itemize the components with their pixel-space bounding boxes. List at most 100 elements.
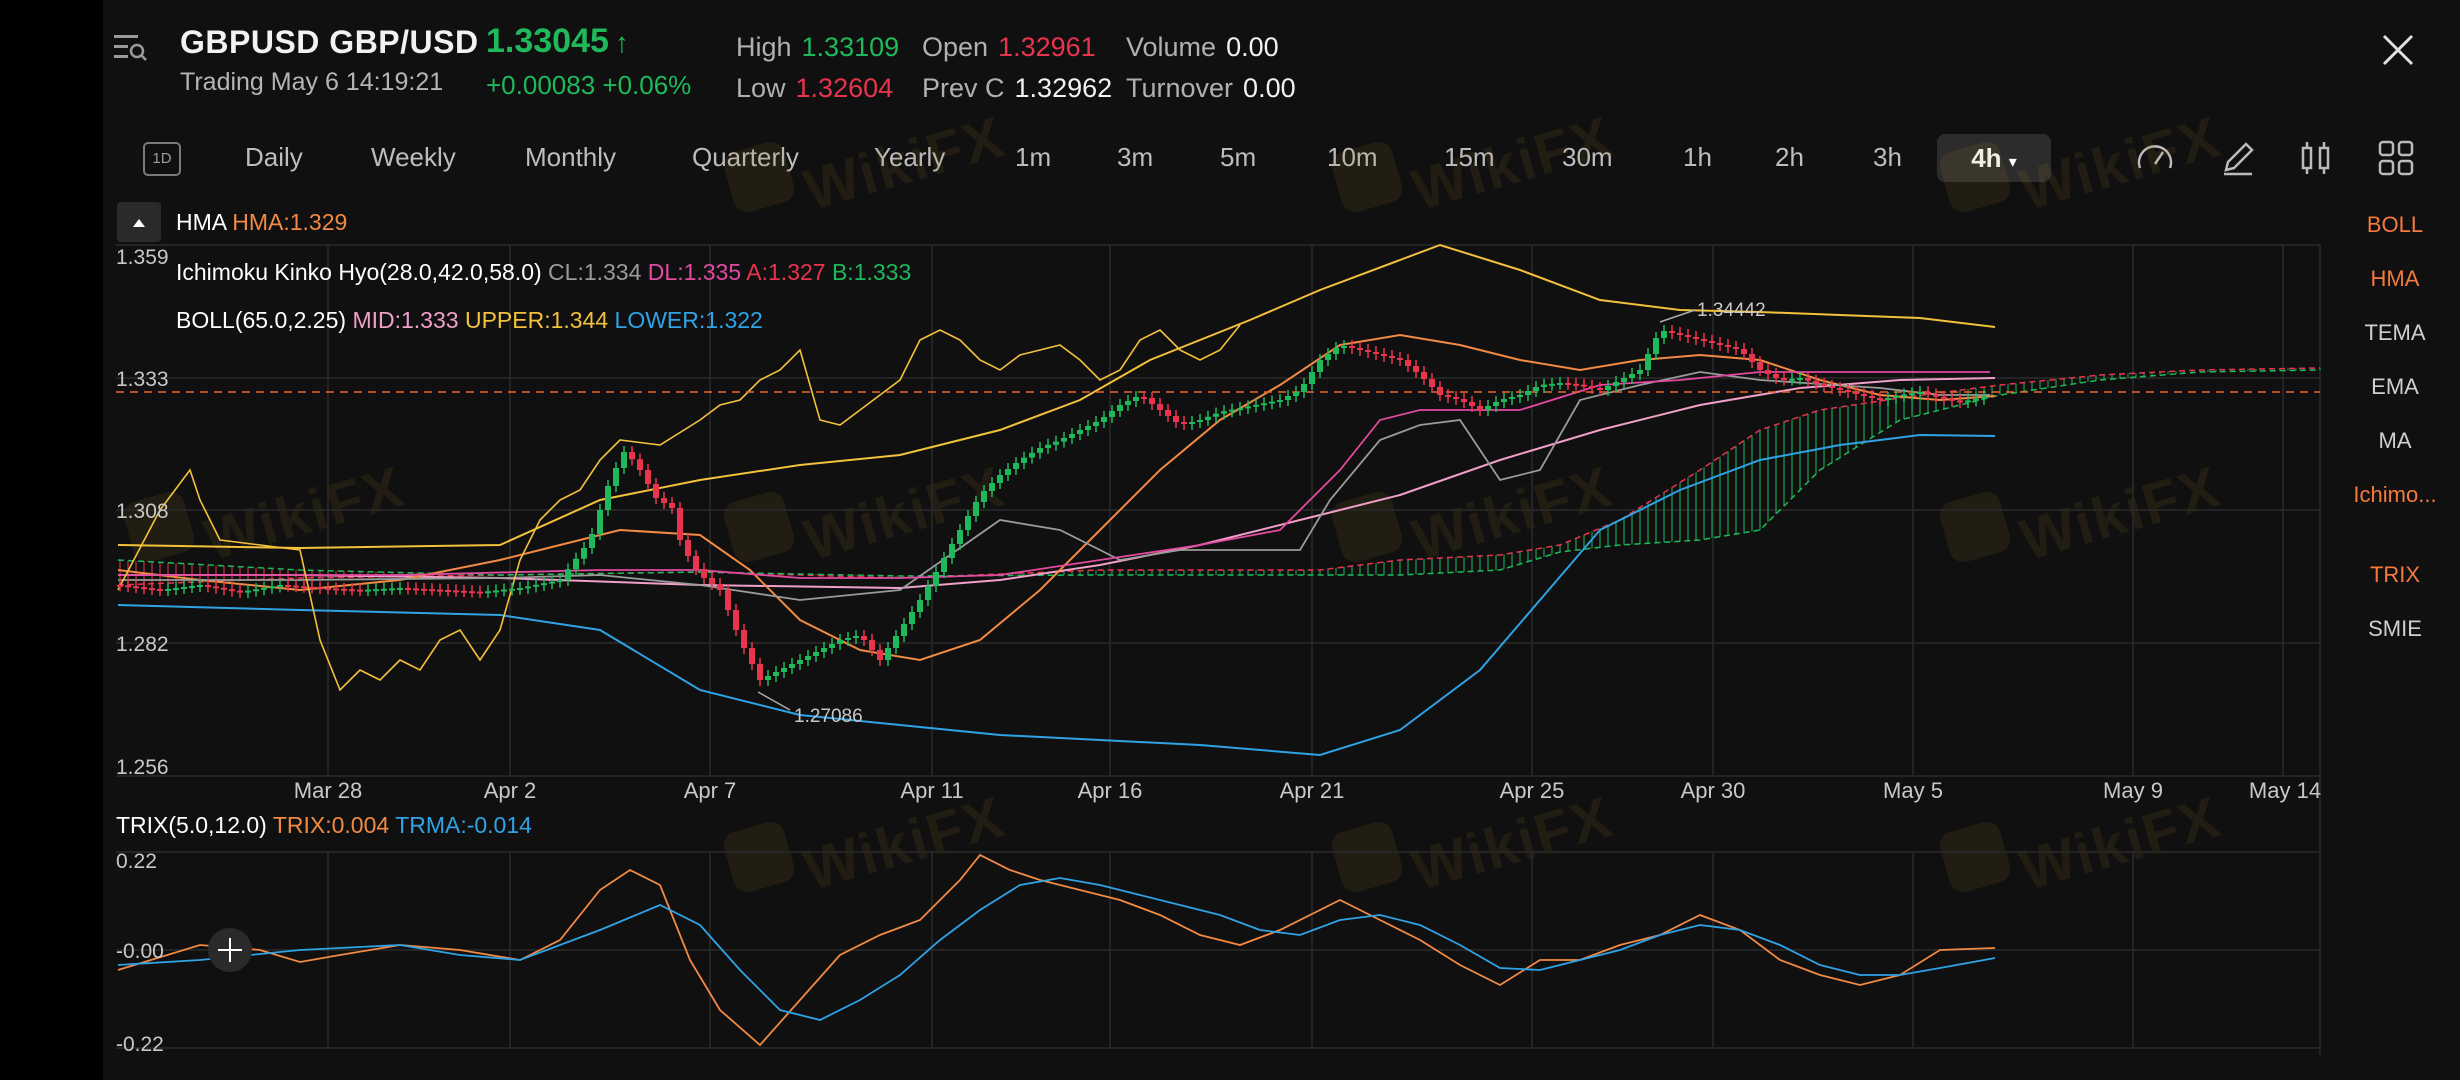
timeframe-1d-icon[interactable]: 1D	[143, 142, 181, 176]
candle-body	[861, 636, 867, 640]
speedometer-icon[interactable]	[2135, 138, 2175, 178]
candle-body	[1069, 434, 1075, 438]
candle-body	[917, 600, 923, 612]
trma-line	[117, 877, 1996, 1021]
candle-body	[1165, 410, 1171, 416]
candle-type-icon[interactable]	[2296, 138, 2336, 178]
tab-5m[interactable]: 5m	[1220, 142, 1257, 172]
candle-body	[301, 586, 307, 589]
candle-body	[749, 648, 755, 664]
trix-y-tick-label: -0.22	[116, 1033, 164, 1056]
candle-body	[1629, 374, 1635, 378]
candle-body	[1549, 383, 1555, 386]
tab-3m[interactable]: 3m	[1117, 142, 1154, 172]
candle-body	[1253, 404, 1259, 407]
candle-body	[1661, 331, 1667, 338]
candle-body	[1365, 350, 1371, 352]
candle-body	[1445, 395, 1451, 397]
candle-body	[445, 590, 451, 592]
candle-body	[949, 544, 955, 558]
tab-monthly[interactable]: Monthly	[525, 142, 617, 172]
tab-3h[interactable]: 3h	[1873, 142, 1902, 172]
trix-y-tick-label: 0.22	[116, 850, 157, 873]
current-price: 1.33045 ↑	[486, 22, 629, 61]
indicator-hma[interactable]: HMA	[2370, 266, 2420, 291]
stat-volume: Volume 0.00	[1126, 32, 1279, 62]
trix-line	[117, 853, 1996, 1047]
tab-30m[interactable]: 30m	[1562, 142, 1613, 172]
candle-body	[357, 589, 363, 592]
indicator-ma[interactable]: MA	[2378, 428, 2412, 453]
candle-body	[117, 585, 123, 587]
candle-body	[981, 491, 987, 502]
candle-body	[1397, 358, 1403, 360]
tab-1h[interactable]: 1h	[1683, 142, 1712, 172]
y-tick-label: 1.282	[116, 633, 169, 656]
boll-mid-line	[118, 377, 1996, 590]
candle-body	[1941, 396, 1947, 399]
candle-body	[1085, 426, 1091, 430]
indicator-tema[interactable]: TEMA	[2364, 320, 2426, 345]
indicator-boll[interactable]: BOLL	[2366, 212, 2424, 237]
candle-body	[1789, 378, 1795, 381]
kijun-line	[118, 371, 1990, 579]
candle-body	[589, 534, 595, 548]
collapse-button[interactable]	[117, 202, 161, 242]
candle-body	[597, 510, 603, 534]
menu-search-icon[interactable]	[112, 30, 148, 64]
candle-body	[989, 483, 995, 491]
candle-body	[1701, 339, 1707, 341]
indicator-ichimoku[interactable]: Ichimo...	[2353, 482, 2437, 507]
candle-body	[1157, 404, 1163, 410]
tab-1m[interactable]: 1m	[1015, 142, 1052, 172]
candle-body	[221, 587, 227, 590]
candle-body	[925, 586, 931, 600]
tab-weekly[interactable]: Weekly	[371, 142, 456, 172]
tab-4h-active[interactable]: 4h ▾	[1937, 134, 2051, 182]
candle-body	[1469, 402, 1475, 406]
candle-body	[1133, 397, 1139, 401]
candle-body	[605, 486, 611, 510]
tab-10m[interactable]: 10m	[1327, 142, 1378, 172]
candle-body	[1893, 396, 1899, 398]
tab-15m[interactable]: 15m	[1444, 142, 1495, 172]
candle-body	[197, 585, 203, 587]
candle-body	[773, 672, 779, 676]
candle-body	[1501, 399, 1507, 402]
candle-body	[813, 652, 819, 656]
candle-body	[1029, 452, 1035, 458]
candle-body	[1389, 356, 1395, 358]
candle-body	[1493, 402, 1499, 406]
stat-low: Low 1.32604	[736, 73, 894, 103]
trix-lines	[117, 853, 1996, 1047]
candle-body	[973, 502, 979, 516]
candle-body	[1477, 406, 1483, 410]
grid-layout-icon[interactable]	[2376, 138, 2416, 178]
draw-pen-icon[interactable]	[2218, 138, 2258, 178]
candle-body	[1813, 380, 1819, 384]
candle-body	[1885, 398, 1891, 400]
candle-body	[1837, 388, 1843, 390]
indicator-ema[interactable]: EMA	[2371, 374, 2419, 399]
candle-body	[1341, 346, 1347, 348]
candle-body	[461, 590, 467, 593]
candle-body	[1589, 386, 1595, 388]
candle-body	[829, 644, 835, 648]
indicator-smie[interactable]: SMIE	[2368, 616, 2422, 641]
candle-body	[557, 580, 563, 582]
candle-body	[669, 503, 675, 508]
candle-body	[1485, 406, 1491, 410]
tab-daily[interactable]: Daily	[245, 142, 303, 172]
candle-body	[245, 590, 251, 593]
candle-body	[341, 588, 347, 591]
tab-2h[interactable]: 2h	[1775, 142, 1804, 172]
crosshair-cursor[interactable]	[208, 928, 252, 972]
close-icon[interactable]	[2378, 30, 2418, 70]
candle-body	[541, 583, 547, 586]
candle-body	[1301, 384, 1307, 392]
tab-yearly[interactable]: Yearly	[874, 142, 946, 172]
indicator-trix[interactable]: TRIX	[2369, 562, 2421, 587]
candle-body	[725, 590, 731, 610]
tab-quarterly[interactable]: Quarterly	[692, 142, 799, 172]
